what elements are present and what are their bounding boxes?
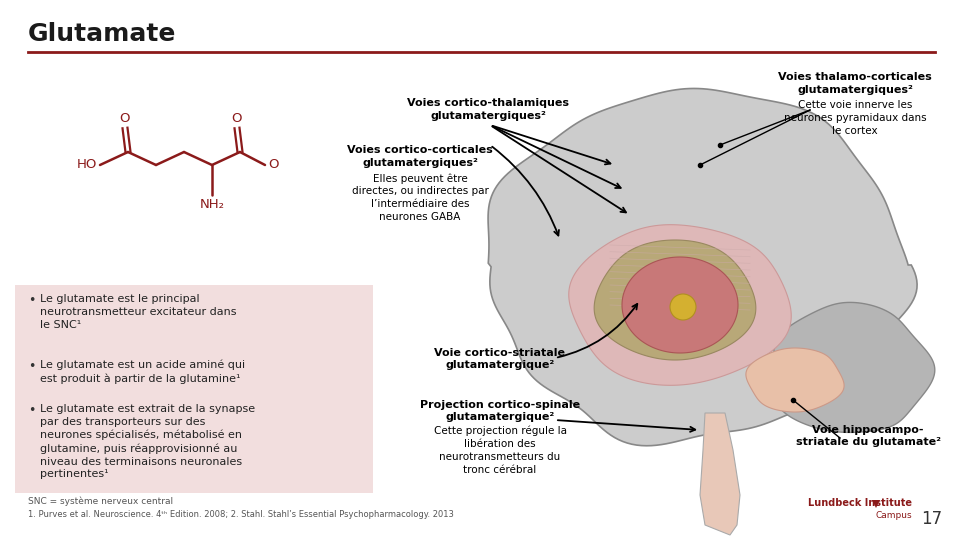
Polygon shape	[622, 257, 738, 353]
Text: Glutamate: Glutamate	[28, 22, 177, 46]
Text: Elles peuvent être
directes, ou indirectes par
l’intermédiaire des
neurones GABA: Elles peuvent être directes, ou indirect…	[351, 173, 489, 222]
Text: glutamatergique²: glutamatergique²	[445, 412, 555, 422]
Text: glutamatergiques²: glutamatergiques²	[362, 158, 478, 168]
Text: Le glutamate est extrait de la synapse
par des transporteurs sur des
neurones sp: Le glutamate est extrait de la synapse p…	[40, 404, 255, 480]
Text: O: O	[268, 159, 278, 172]
Text: 17: 17	[921, 510, 942, 528]
Text: Le glutamate est le principal
neurotransmetteur excitateur dans
le SNC¹: Le glutamate est le principal neurotrans…	[40, 294, 236, 329]
Text: striatale du glutamate²: striatale du glutamate²	[796, 437, 941, 447]
Text: •: •	[28, 404, 36, 417]
Text: Voie cortico-striatale: Voie cortico-striatale	[435, 348, 565, 358]
Text: glutamatergiques²: glutamatergiques²	[797, 85, 913, 95]
Text: Campus: Campus	[876, 511, 912, 520]
FancyBboxPatch shape	[15, 285, 373, 493]
Polygon shape	[488, 89, 917, 445]
Text: O: O	[231, 112, 242, 125]
Polygon shape	[774, 302, 935, 433]
Polygon shape	[872, 500, 880, 508]
Text: SNC = système nerveux central: SNC = système nerveux central	[28, 497, 173, 507]
Polygon shape	[594, 240, 756, 360]
Polygon shape	[700, 413, 740, 535]
Text: Voies thalamo-corticales: Voies thalamo-corticales	[779, 72, 932, 82]
Text: glutamatergique²: glutamatergique²	[445, 360, 555, 370]
Text: Voies cortico-corticales: Voies cortico-corticales	[348, 145, 492, 155]
Polygon shape	[746, 348, 844, 412]
Text: Projection cortico-spinale: Projection cortico-spinale	[420, 400, 580, 410]
Text: •: •	[28, 294, 36, 307]
Text: glutamatergiques²: glutamatergiques²	[430, 111, 546, 121]
Text: NH₂: NH₂	[200, 198, 225, 211]
Text: Le glutamate est un acide aminé qui
est produit à partir de la glutamine¹: Le glutamate est un acide aminé qui est …	[40, 360, 245, 384]
Text: 1. Purves et al. Neuroscience. 4ᵗʰ Edition. 2008; 2. Stahl. Stahl’s Essential Ps: 1. Purves et al. Neuroscience. 4ᵗʰ Editi…	[28, 510, 454, 519]
Text: •: •	[28, 360, 36, 373]
Text: Voies cortico-thalamiques: Voies cortico-thalamiques	[407, 98, 569, 108]
Text: Cette voie innerve les
neurones pyramidaux dans
le cortex: Cette voie innerve les neurones pyramida…	[783, 100, 926, 136]
Text: O: O	[120, 112, 131, 125]
Polygon shape	[568, 225, 791, 386]
Text: HO: HO	[77, 159, 97, 172]
Text: Cette projection régule la
libération des
neurotransmetteurs du
tronc cérébral: Cette projection régule la libération de…	[434, 426, 566, 475]
Text: Lundbeck Institute: Lundbeck Institute	[808, 498, 912, 508]
Text: Voie hippocampo-: Voie hippocampo-	[812, 425, 924, 435]
Circle shape	[670, 294, 696, 320]
